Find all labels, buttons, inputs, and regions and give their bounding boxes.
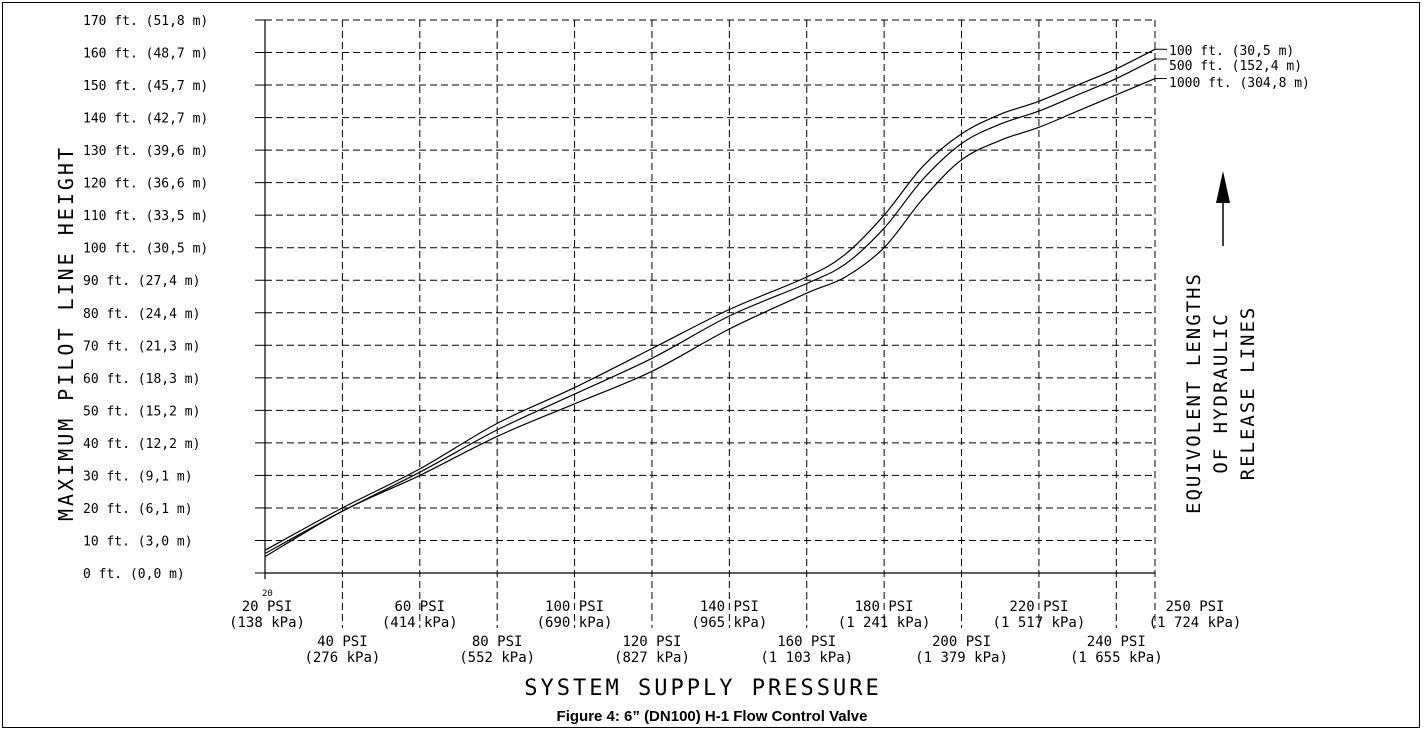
x-tick-label: 160 PSI xyxy=(777,634,836,650)
x-tick-label: 240 PSI xyxy=(1087,634,1146,650)
x-tick-sublabel: (1 103 kPa) xyxy=(760,650,853,666)
grid xyxy=(265,19,1156,628)
x-tick-label: 200 PSI xyxy=(932,634,991,650)
y-tick-label: 60 ft. (18,3 m) xyxy=(83,372,200,387)
y-tick-label: 20 ft. (6,1 m) xyxy=(83,502,193,517)
y-tick-label: 70 ft. (21,3 m) xyxy=(83,339,200,354)
pilot-line-height-chart: 20 PSI(138 kPa) 40 PSI(276 kPa) 60 PSI(414… xyxy=(54,14,1310,701)
y-tick-label: 40 ft. (12,2 m) xyxy=(83,437,200,452)
y-tick-label: 120 ft. (36,6 m) xyxy=(83,177,208,192)
x-tick-sublabel: (1 379 kPa) xyxy=(915,650,1008,666)
series-label: 100 ft. (30,5 m) xyxy=(1169,44,1294,59)
x-tick-sublabel: (414 kPa) xyxy=(382,615,458,631)
series-lines xyxy=(264,48,1156,558)
x-tick-sublabel: (1 517 kPa) xyxy=(993,615,1086,631)
series-label: 500 ft. (152,4 m) xyxy=(1169,59,1302,74)
y-tick-labels: 0 ft. (0,0 m) 10 ft. (3,0 m) 20 ft. (6,1 m… xyxy=(83,14,265,582)
legend-title-line: OF HYDRAULIC xyxy=(1210,312,1232,473)
y-tick-label: 150 ft. (45,7 m) xyxy=(83,79,208,94)
x-tick-label: 40 PSI xyxy=(317,634,368,650)
x-tick-label: 250 PSI xyxy=(1165,599,1224,615)
axes xyxy=(264,20,1155,579)
y-tick-label: 10 ft. (3,0 m) xyxy=(83,534,193,549)
y-tick-label: 140 ft. (42,7 m) xyxy=(83,112,208,127)
legend-title-line: EQUIVOLENT LENGTHS xyxy=(1183,272,1205,514)
y-tick-label: 110 ft. (33,5 m) xyxy=(83,209,208,224)
y-axis-label: MAXIMUM PILOT LINE HEIGHT xyxy=(54,145,78,521)
x-tick-sublabel: (138 kPa) xyxy=(229,615,305,631)
series-label: 1000 ft. (304,8 m) xyxy=(1169,76,1310,91)
x-tick-label: 60 PSI xyxy=(394,599,445,615)
x-corner-label: 20 xyxy=(262,589,273,599)
y-tick-label: 160 ft. (48,7 m) xyxy=(83,47,208,62)
y-tick-label: 170 ft. (51,8 m) xyxy=(83,14,208,29)
x-tick-label: 100 PSI xyxy=(545,599,604,615)
legend: 100 ft. (30,5 m)500 ft. (152,4 m) 1000 ft… xyxy=(1155,44,1310,514)
x-tick-labels: 20 PSI(138 kPa) 40 PSI(276 kPa) 60 PSI(414… xyxy=(229,599,1241,666)
x-tick-sublabel: (1 241 kPa) xyxy=(838,615,931,631)
y-tick-label: 30 ft. (9,1 m) xyxy=(83,469,193,484)
y-tick-label: 100 ft. (30,5 m) xyxy=(83,242,208,257)
y-tick-label: 90 ft. (27,4 m) xyxy=(83,274,200,289)
x-tick-label: 120 PSI xyxy=(622,634,681,650)
y-tick-label: 130 ft. (39,6 m) xyxy=(83,144,208,159)
legend-title-line: RELEASE LINES xyxy=(1237,306,1259,481)
y-tick-label: 0 ft. (0,0 m) xyxy=(83,567,185,582)
x-tick-label: 220 PSI xyxy=(1009,599,1068,615)
x-tick-sublabel: (552 kPa) xyxy=(459,650,535,666)
x-tick-label: 140 PSI xyxy=(700,599,759,615)
series-line xyxy=(264,48,1156,551)
x-tick-label: 20 PSI xyxy=(242,599,293,615)
x-tick-sublabel: (1 724 kPa) xyxy=(1149,615,1242,631)
legend-title: EQUIVOLENT LENGTHS OF HYDRAULIC RELEASE LI… xyxy=(1183,272,1259,514)
legend-arrow-head xyxy=(1216,171,1230,203)
x-tick-sublabel: (965 kPa) xyxy=(691,615,767,631)
x-axis-label: SYSTEM SUPPLY PRESSURE xyxy=(524,676,881,701)
y-tick-label: 50 ft. (15,2 m) xyxy=(83,404,200,419)
x-tick-sublabel: (690 kPa) xyxy=(537,615,613,631)
figure-caption: Figure 4: 6” (DN100) H-1 Flow Control Va… xyxy=(556,708,868,725)
y-tick-label: 80 ft. (24,4 m) xyxy=(83,307,200,322)
series-line xyxy=(264,78,1156,558)
x-tick-sublabel: (1 655 kPa) xyxy=(1070,650,1163,666)
x-tick-sublabel: (276 kPa) xyxy=(304,650,380,666)
x-tick-label: 180 PSI xyxy=(855,599,914,615)
x-tick-label: 80 PSI xyxy=(472,634,523,650)
x-tick-sublabel: (827 kPa) xyxy=(614,650,690,666)
series-line xyxy=(264,58,1156,555)
